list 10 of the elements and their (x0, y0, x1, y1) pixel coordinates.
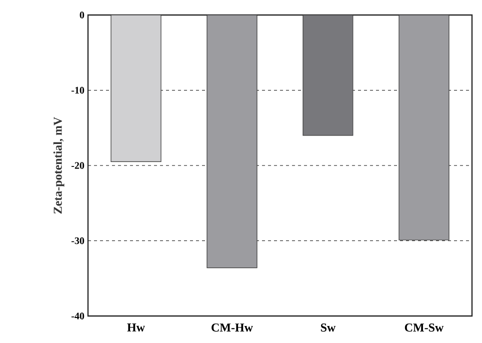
x-tick-label: Hw (127, 324, 145, 332)
y-tick-label: -30 (72, 237, 84, 244)
y-tick-label: 0 (80, 12, 84, 18)
y-tick-label: -20 (72, 162, 84, 169)
y-axis-title: Zeta-potential, mV (53, 116, 64, 214)
x-tick-label: CM-Hw (212, 324, 253, 332)
y-tick-label: -10 (72, 86, 84, 94)
x-tick-label: Sw (320, 324, 336, 332)
x-tick-label: CM-Sw (404, 324, 444, 332)
y-tick-label: -40 (72, 312, 84, 320)
